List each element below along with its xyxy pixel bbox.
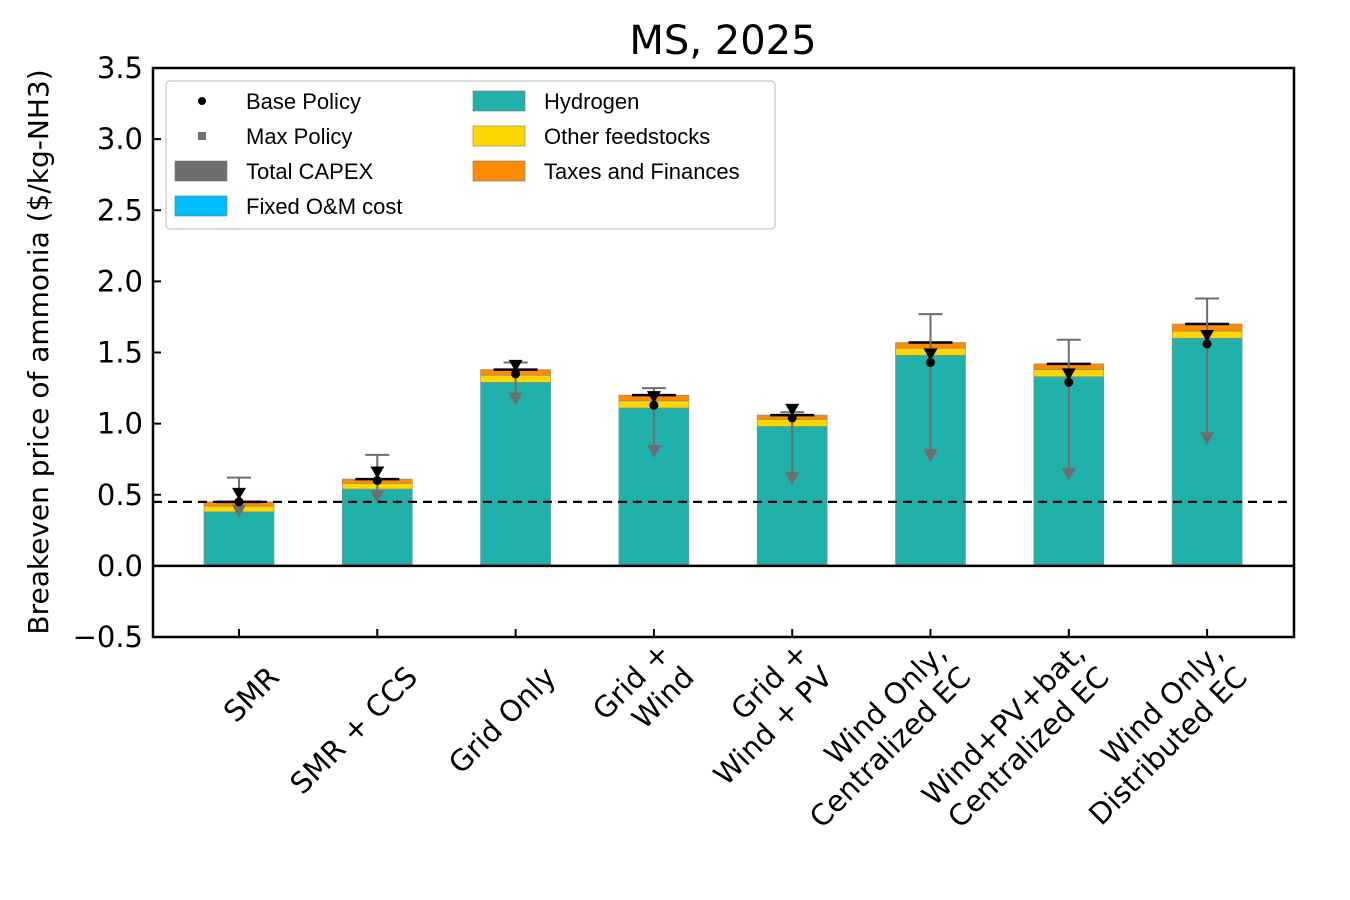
base-policy-point bbox=[1064, 377, 1074, 387]
max-policy-marker bbox=[1061, 467, 1076, 481]
max-policy-marker bbox=[1200, 432, 1215, 446]
base-policy-arrow bbox=[646, 391, 661, 404]
legend-swatch bbox=[472, 90, 526, 112]
legend-label: Max Policy bbox=[246, 124, 352, 149]
max-policy-marker bbox=[785, 472, 800, 486]
base-policy-arrow bbox=[508, 359, 523, 372]
bar-segment bbox=[480, 382, 551, 565]
legend-label: Taxes and Finances bbox=[544, 159, 740, 184]
max-policy-marker bbox=[232, 504, 246, 518]
y-tick-label: 2.5 bbox=[97, 193, 143, 227]
base-policy-point bbox=[372, 476, 382, 486]
legend-box bbox=[165, 80, 776, 230]
y-tick-label: 2.0 bbox=[97, 264, 143, 298]
x-tick-label: Grid +Wind bbox=[586, 636, 701, 751]
legend-swatch bbox=[198, 132, 206, 140]
base-policy-arrow bbox=[232, 487, 246, 500]
y-axis-label: Breakeven price of ammonia ($/kg-NH3) bbox=[22, 69, 55, 634]
base-policy-arrow bbox=[785, 403, 800, 416]
y-tick-label: 0.0 bbox=[97, 549, 143, 583]
base-policy-arrow bbox=[1061, 368, 1076, 381]
x-tick-label: Grid +Wind + PV bbox=[683, 636, 839, 792]
y-tick-label: 0.5 bbox=[97, 478, 143, 512]
legend-swatch bbox=[472, 125, 526, 147]
base-policy-point bbox=[234, 497, 244, 507]
y-tick-label: 1.0 bbox=[97, 407, 143, 441]
x-tick-label: SMR + CCS bbox=[283, 660, 424, 801]
legend: Base Policy Max Policy Total CAPEX Fixed O&… bbox=[165, 80, 776, 230]
y-tick-label: −0.5 bbox=[73, 620, 143, 654]
max-policy-marker bbox=[646, 445, 661, 459]
legend-label: Total CAPEX bbox=[246, 159, 373, 184]
base-policy-point bbox=[787, 413, 797, 423]
legend-swatch bbox=[472, 160, 526, 182]
y-tick-label: 3.0 bbox=[97, 122, 143, 156]
y-tick-label: 1.5 bbox=[97, 336, 143, 370]
x-tick-label: Grid Only bbox=[442, 660, 563, 781]
legend-swatch bbox=[174, 195, 228, 217]
max-policy-marker bbox=[923, 449, 938, 463]
chart-title: MS, 2025 bbox=[629, 18, 816, 64]
base-policy-arrow bbox=[923, 348, 938, 361]
base-policy-arrow bbox=[370, 466, 385, 479]
max-policy-marker bbox=[370, 490, 385, 504]
legend-label: Fixed O&M cost bbox=[246, 194, 402, 219]
x-tick-label: SMR bbox=[217, 660, 286, 729]
legend-label: Base Policy bbox=[246, 89, 361, 114]
legend-label: Hydrogen bbox=[544, 89, 639, 114]
base-policy-arrow bbox=[1200, 329, 1215, 342]
legend-swatch bbox=[198, 97, 206, 105]
bar-segment bbox=[203, 511, 275, 565]
base-policy-point bbox=[1202, 339, 1212, 349]
legend-swatch bbox=[174, 160, 228, 182]
y-tick-label: 3.5 bbox=[97, 51, 143, 85]
base-policy-point bbox=[926, 357, 935, 367]
base-policy-point bbox=[649, 400, 659, 410]
max-policy-marker bbox=[508, 392, 523, 406]
legend-label: Other feedstocks bbox=[544, 124, 710, 149]
base-policy-point bbox=[511, 369, 521, 379]
